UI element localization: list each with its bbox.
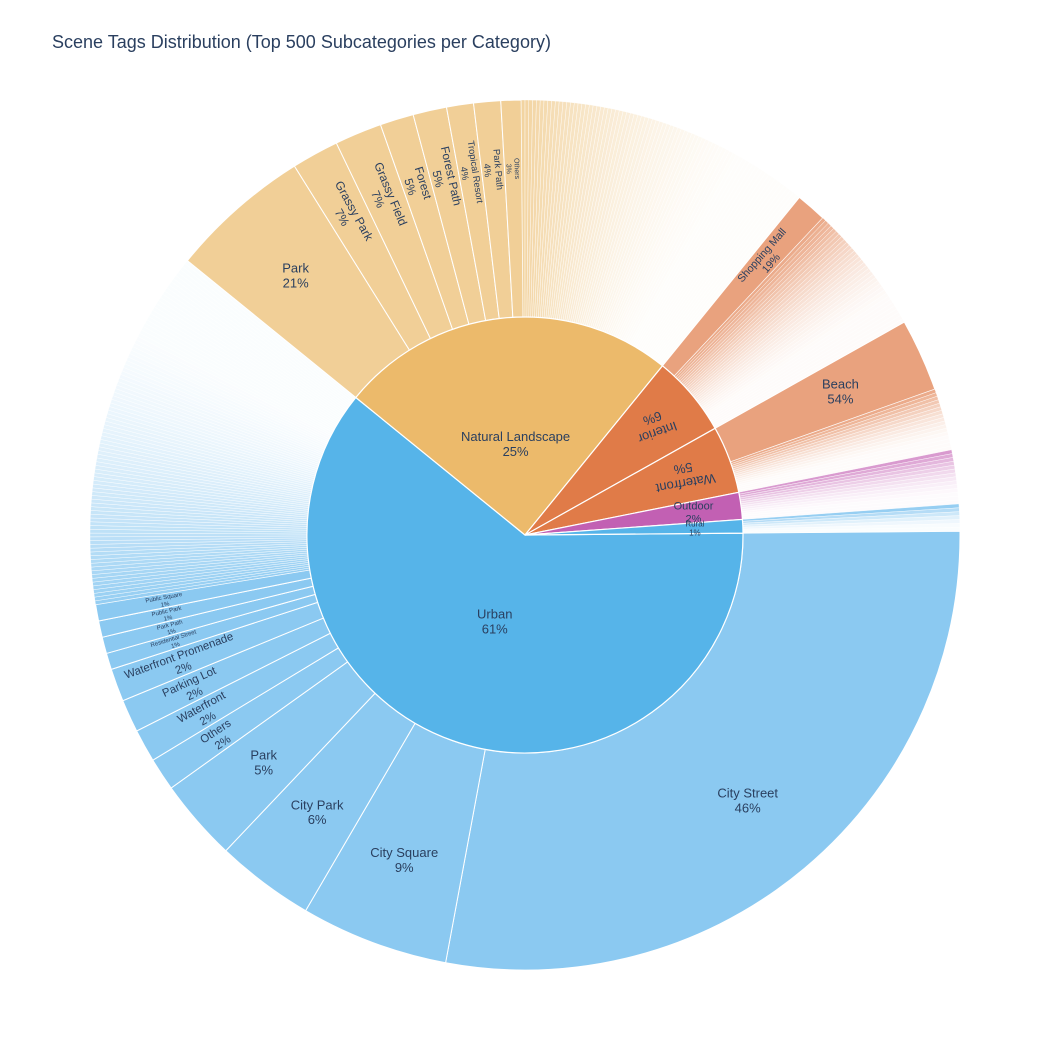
segment-rural[interactable] — [524, 518, 744, 536]
label-natural-landscape-park: Park 21% — [282, 260, 309, 290]
label-natural-landscape-others: Others3% — [504, 158, 520, 180]
label-urban: Urban 61% — [477, 606, 512, 636]
label-urban-park: Park 5% — [250, 748, 277, 778]
label-rural: Rural 1% — [685, 519, 704, 537]
label-waterfront-beach: Beach 54% — [822, 377, 859, 407]
chart-title: Scene Tags Distribution (Top 500 Subcate… — [52, 32, 551, 52]
label-urban-city-street: City Street 46% — [717, 786, 778, 816]
segment-natural-landscape[interactable] — [354, 316, 664, 536]
label-natural-landscape: Natural Landscape 25% — [461, 429, 570, 459]
label-natural-landscape-park-path: Park Path4% — [481, 149, 505, 192]
label-urban-city-square: City Square 9% — [370, 845, 438, 875]
segment-urban[interactable] — [306, 396, 744, 754]
label-urban-city-park: City Park 6% — [291, 797, 344, 827]
